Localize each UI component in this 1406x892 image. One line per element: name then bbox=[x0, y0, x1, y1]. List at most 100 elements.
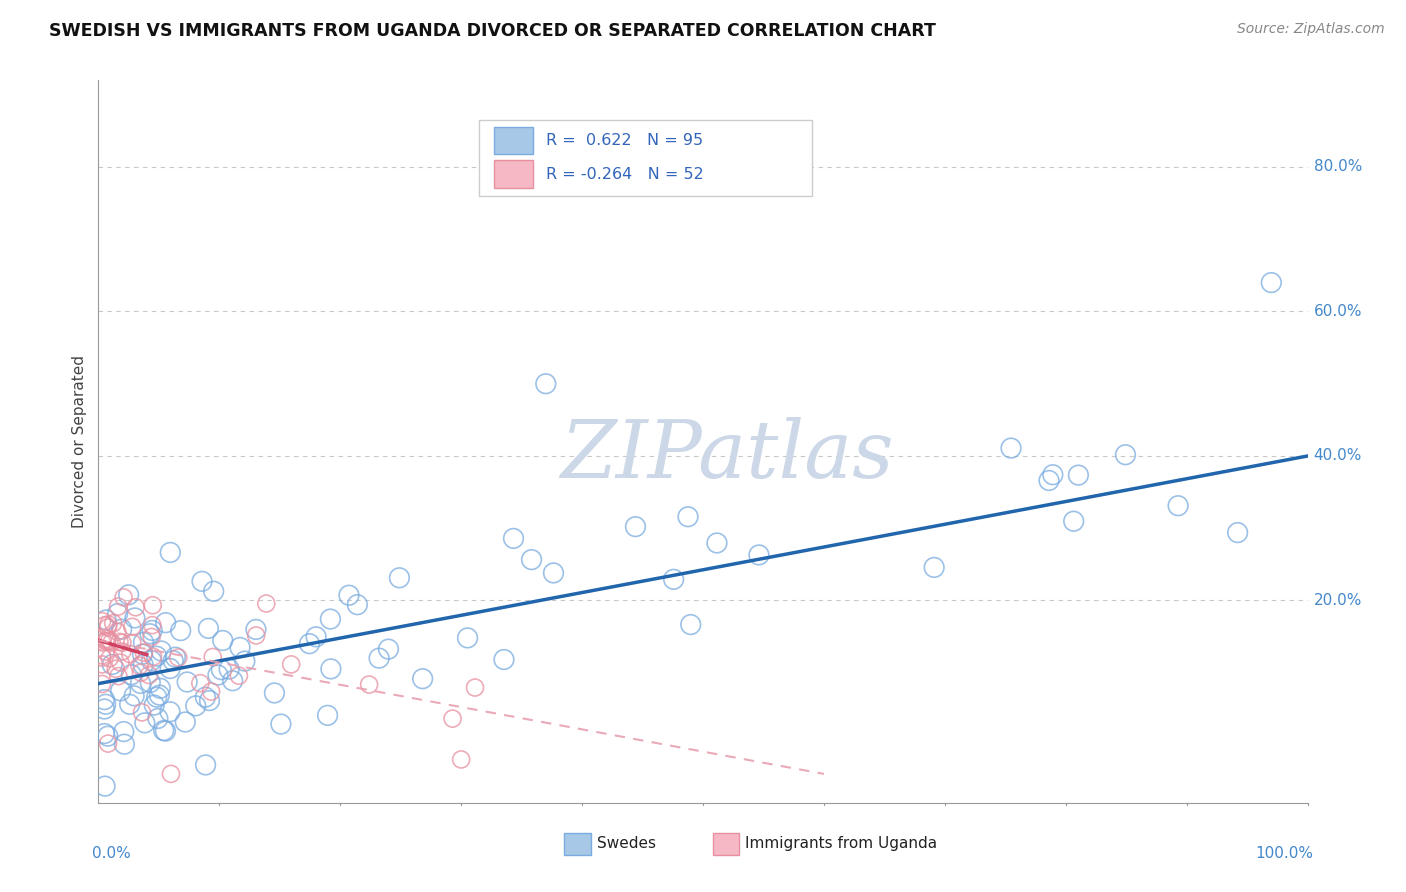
Point bbox=[139, 626, 162, 640]
Point bbox=[184, 698, 207, 713]
Point bbox=[129, 676, 152, 690]
Point bbox=[194, 690, 217, 705]
Point bbox=[198, 693, 221, 707]
Text: ZIPatlas: ZIPatlas bbox=[561, 417, 894, 495]
Point bbox=[155, 724, 177, 739]
Point bbox=[202, 584, 225, 599]
Point bbox=[131, 647, 153, 661]
Point bbox=[134, 715, 156, 730]
Bar bbox=[564, 833, 591, 855]
Point bbox=[111, 622, 134, 636]
Point bbox=[298, 637, 321, 651]
Point bbox=[91, 650, 114, 665]
Point bbox=[101, 657, 124, 672]
Point bbox=[200, 684, 222, 698]
Point bbox=[91, 635, 114, 649]
Text: Immigrants from Uganda: Immigrants from Uganda bbox=[745, 837, 938, 852]
Point bbox=[141, 618, 163, 632]
Point bbox=[107, 599, 129, 614]
Point bbox=[218, 662, 240, 676]
Point bbox=[1226, 525, 1249, 540]
Point bbox=[120, 667, 142, 681]
Bar bbox=[494, 161, 533, 188]
Point bbox=[377, 642, 399, 657]
Point bbox=[145, 649, 167, 664]
Text: 40.0%: 40.0% bbox=[1313, 449, 1362, 464]
Point bbox=[145, 690, 167, 705]
Point bbox=[124, 600, 146, 615]
Point bbox=[263, 686, 285, 700]
Text: 100.0%: 100.0% bbox=[1256, 847, 1313, 861]
Point bbox=[111, 636, 134, 650]
Point bbox=[91, 614, 114, 628]
Point bbox=[676, 509, 699, 524]
Point bbox=[132, 657, 155, 672]
Point bbox=[165, 650, 187, 665]
Point bbox=[96, 634, 118, 648]
Point bbox=[188, 676, 211, 690]
Y-axis label: Divorced or Separated: Divorced or Separated bbox=[72, 355, 87, 528]
Point bbox=[1167, 499, 1189, 513]
Point bbox=[464, 681, 486, 695]
Point bbox=[110, 656, 132, 670]
Point bbox=[150, 644, 173, 658]
Point bbox=[388, 571, 411, 585]
Point bbox=[107, 669, 129, 683]
Point bbox=[221, 673, 243, 688]
Point bbox=[316, 708, 339, 723]
Point bbox=[228, 669, 250, 683]
Point bbox=[91, 677, 114, 691]
Point bbox=[662, 572, 685, 586]
Point bbox=[207, 668, 229, 682]
Point bbox=[245, 628, 267, 642]
Point bbox=[169, 624, 191, 638]
Point bbox=[159, 545, 181, 559]
Point bbox=[97, 617, 120, 632]
Point bbox=[120, 647, 142, 661]
Point bbox=[93, 702, 115, 716]
Point bbox=[305, 630, 328, 644]
Point bbox=[103, 616, 125, 631]
Point bbox=[211, 633, 233, 648]
Point bbox=[128, 658, 150, 673]
Point bbox=[748, 548, 770, 562]
Point bbox=[148, 688, 170, 702]
Bar bbox=[713, 833, 740, 855]
Point bbox=[167, 650, 190, 665]
Point bbox=[319, 612, 342, 626]
Point bbox=[679, 617, 702, 632]
Text: R = -0.264   N = 52: R = -0.264 N = 52 bbox=[546, 167, 703, 182]
Point bbox=[233, 654, 256, 668]
Point bbox=[359, 677, 381, 691]
Point bbox=[1063, 514, 1085, 528]
Point bbox=[160, 767, 183, 781]
Point bbox=[112, 737, 135, 751]
Point bbox=[100, 635, 122, 649]
Point bbox=[155, 615, 177, 630]
Point bbox=[280, 657, 302, 672]
Point bbox=[152, 723, 174, 738]
Text: 20.0%: 20.0% bbox=[1313, 593, 1362, 608]
Point bbox=[191, 574, 214, 589]
Point bbox=[1000, 441, 1022, 455]
Point bbox=[96, 632, 118, 646]
Point bbox=[229, 640, 252, 655]
Point bbox=[129, 665, 152, 680]
Point bbox=[146, 711, 169, 725]
Point bbox=[159, 705, 181, 719]
Point bbox=[337, 588, 360, 602]
Point bbox=[110, 684, 132, 698]
Point bbox=[368, 651, 391, 665]
Point bbox=[141, 654, 163, 668]
Point bbox=[138, 668, 160, 682]
Point bbox=[94, 618, 117, 632]
Point bbox=[141, 630, 163, 644]
Point bbox=[201, 649, 224, 664]
Point bbox=[94, 698, 117, 712]
Point bbox=[132, 646, 155, 660]
Point bbox=[412, 672, 434, 686]
Point bbox=[706, 536, 728, 550]
Point bbox=[93, 692, 115, 706]
Point bbox=[159, 661, 181, 675]
Point bbox=[124, 611, 146, 625]
